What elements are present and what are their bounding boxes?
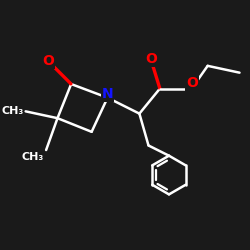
- Text: CH₃: CH₃: [1, 106, 23, 116]
- Text: N: N: [102, 87, 113, 101]
- Text: O: O: [145, 52, 157, 66]
- Text: O: O: [42, 54, 54, 68]
- Text: O: O: [186, 76, 198, 90]
- Text: CH₃: CH₃: [22, 152, 44, 162]
